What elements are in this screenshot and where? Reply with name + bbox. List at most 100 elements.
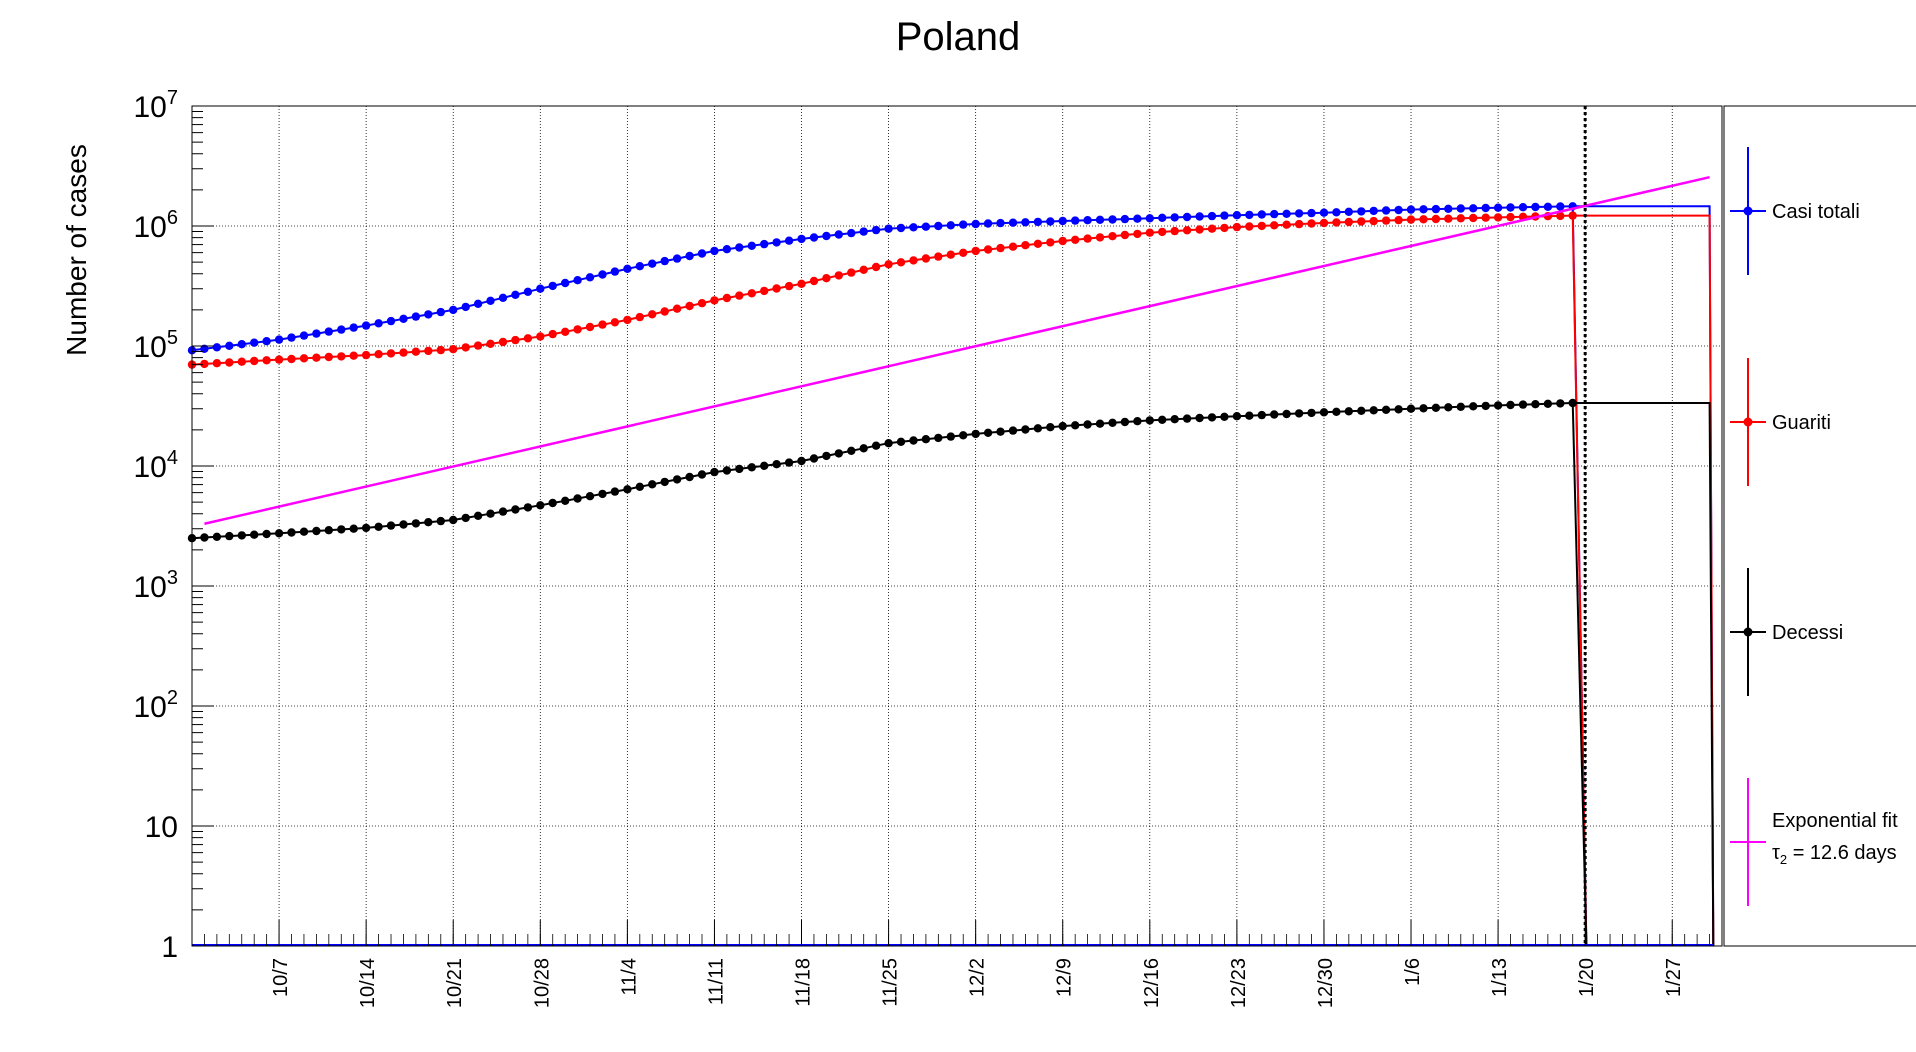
series-point — [834, 230, 843, 239]
series-point — [1556, 202, 1565, 211]
series-point — [859, 227, 868, 236]
series-point — [274, 335, 284, 344]
series-point — [1543, 202, 1553, 211]
series-point — [1257, 410, 1267, 420]
series-point — [971, 219, 980, 229]
series-point — [983, 428, 993, 437]
series-point — [722, 245, 732, 254]
series-point — [461, 302, 470, 312]
series-point — [747, 289, 756, 298]
series-point — [1344, 217, 1354, 227]
legend-box — [1723, 105, 1916, 947]
series-point — [859, 444, 868, 453]
series-point — [1369, 406, 1378, 415]
series-point — [1170, 213, 1179, 222]
series-point — [585, 273, 595, 282]
series-point — [1357, 207, 1366, 216]
x-tick-label: 12/9 — [1054, 958, 1076, 997]
series-point — [536, 501, 545, 510]
series-point — [1095, 233, 1105, 242]
series-point — [909, 436, 918, 445]
series-point — [598, 320, 607, 329]
series-point — [1294, 219, 1304, 229]
series-point — [598, 270, 607, 279]
series-point — [1083, 234, 1092, 243]
series-point — [1182, 226, 1192, 235]
series-point — [1481, 213, 1490, 222]
series-point — [1257, 221, 1267, 231]
series-point — [983, 245, 993, 254]
series-point — [299, 527, 309, 536]
legend-label: Guariti — [1772, 412, 1831, 434]
series-point — [399, 314, 408, 323]
x-tick-label: 10/21 — [444, 958, 466, 1008]
series-point — [784, 458, 794, 467]
series-point — [909, 223, 918, 232]
series-point — [523, 503, 533, 512]
series-point — [1170, 415, 1179, 424]
series-point — [386, 349, 396, 358]
series-point — [1058, 421, 1067, 431]
series-point — [1357, 406, 1366, 415]
series-point — [361, 523, 371, 533]
series-point — [1469, 402, 1478, 411]
series-point — [847, 446, 856, 455]
series-point — [1145, 214, 1155, 223]
legend-marker — [1743, 627, 1753, 637]
series-point — [1182, 212, 1192, 222]
series-point — [399, 520, 408, 529]
series-point — [735, 464, 744, 474]
series-point — [1145, 416, 1155, 425]
series-point — [411, 347, 421, 356]
series-point — [1058, 236, 1067, 246]
y-axis-label: Number of cases — [61, 144, 92, 356]
series-point — [797, 234, 806, 244]
series-point — [623, 264, 632, 273]
series-point — [971, 429, 980, 439]
series-point — [523, 287, 533, 296]
series-point — [934, 252, 943, 261]
series-point — [1008, 218, 1018, 227]
series-point — [486, 339, 495, 348]
series-point — [324, 352, 333, 362]
series-point — [1095, 215, 1105, 224]
x-tick-label: 10/14 — [357, 958, 379, 1008]
series-point — [1033, 424, 1043, 433]
series-point — [871, 441, 881, 450]
series-point — [200, 359, 209, 369]
series-point — [424, 310, 433, 319]
series-point — [573, 325, 582, 334]
series-point — [660, 256, 669, 266]
series-point — [660, 477, 669, 487]
series-point — [536, 284, 545, 293]
series-point — [1033, 217, 1043, 227]
series-point — [1282, 220, 1291, 229]
series-point — [312, 353, 321, 362]
series-point — [1294, 409, 1304, 418]
series-point — [1394, 205, 1403, 215]
axes: 1 10 102 103 104 105 106 107 10/7 10/14 10/21 10/28… — [134, 87, 1723, 1008]
series-point — [1344, 207, 1354, 216]
series-point — [648, 259, 657, 268]
series-point — [598, 489, 607, 499]
series-point — [1344, 407, 1354, 416]
x-tick-label: 11/11 — [705, 958, 727, 1005]
series-point — [1245, 210, 1254, 220]
series-point — [1431, 403, 1441, 412]
x-tick-label: 1/20 — [1576, 958, 1598, 997]
series-point — [1071, 421, 1080, 430]
series-point — [1431, 204, 1441, 214]
series-line — [191, 402, 1715, 947]
series-point — [1568, 211, 1577, 220]
series-point — [585, 492, 595, 501]
series-point — [498, 293, 508, 302]
series-point — [1319, 408, 1329, 417]
series-line — [191, 205, 1715, 947]
series-point — [797, 279, 806, 288]
series-point — [548, 329, 557, 339]
y-tick-label: 10 — [145, 811, 178, 844]
series-point — [983, 219, 993, 228]
series-point — [672, 475, 682, 484]
series-point — [386, 316, 396, 326]
series-point — [411, 519, 421, 528]
